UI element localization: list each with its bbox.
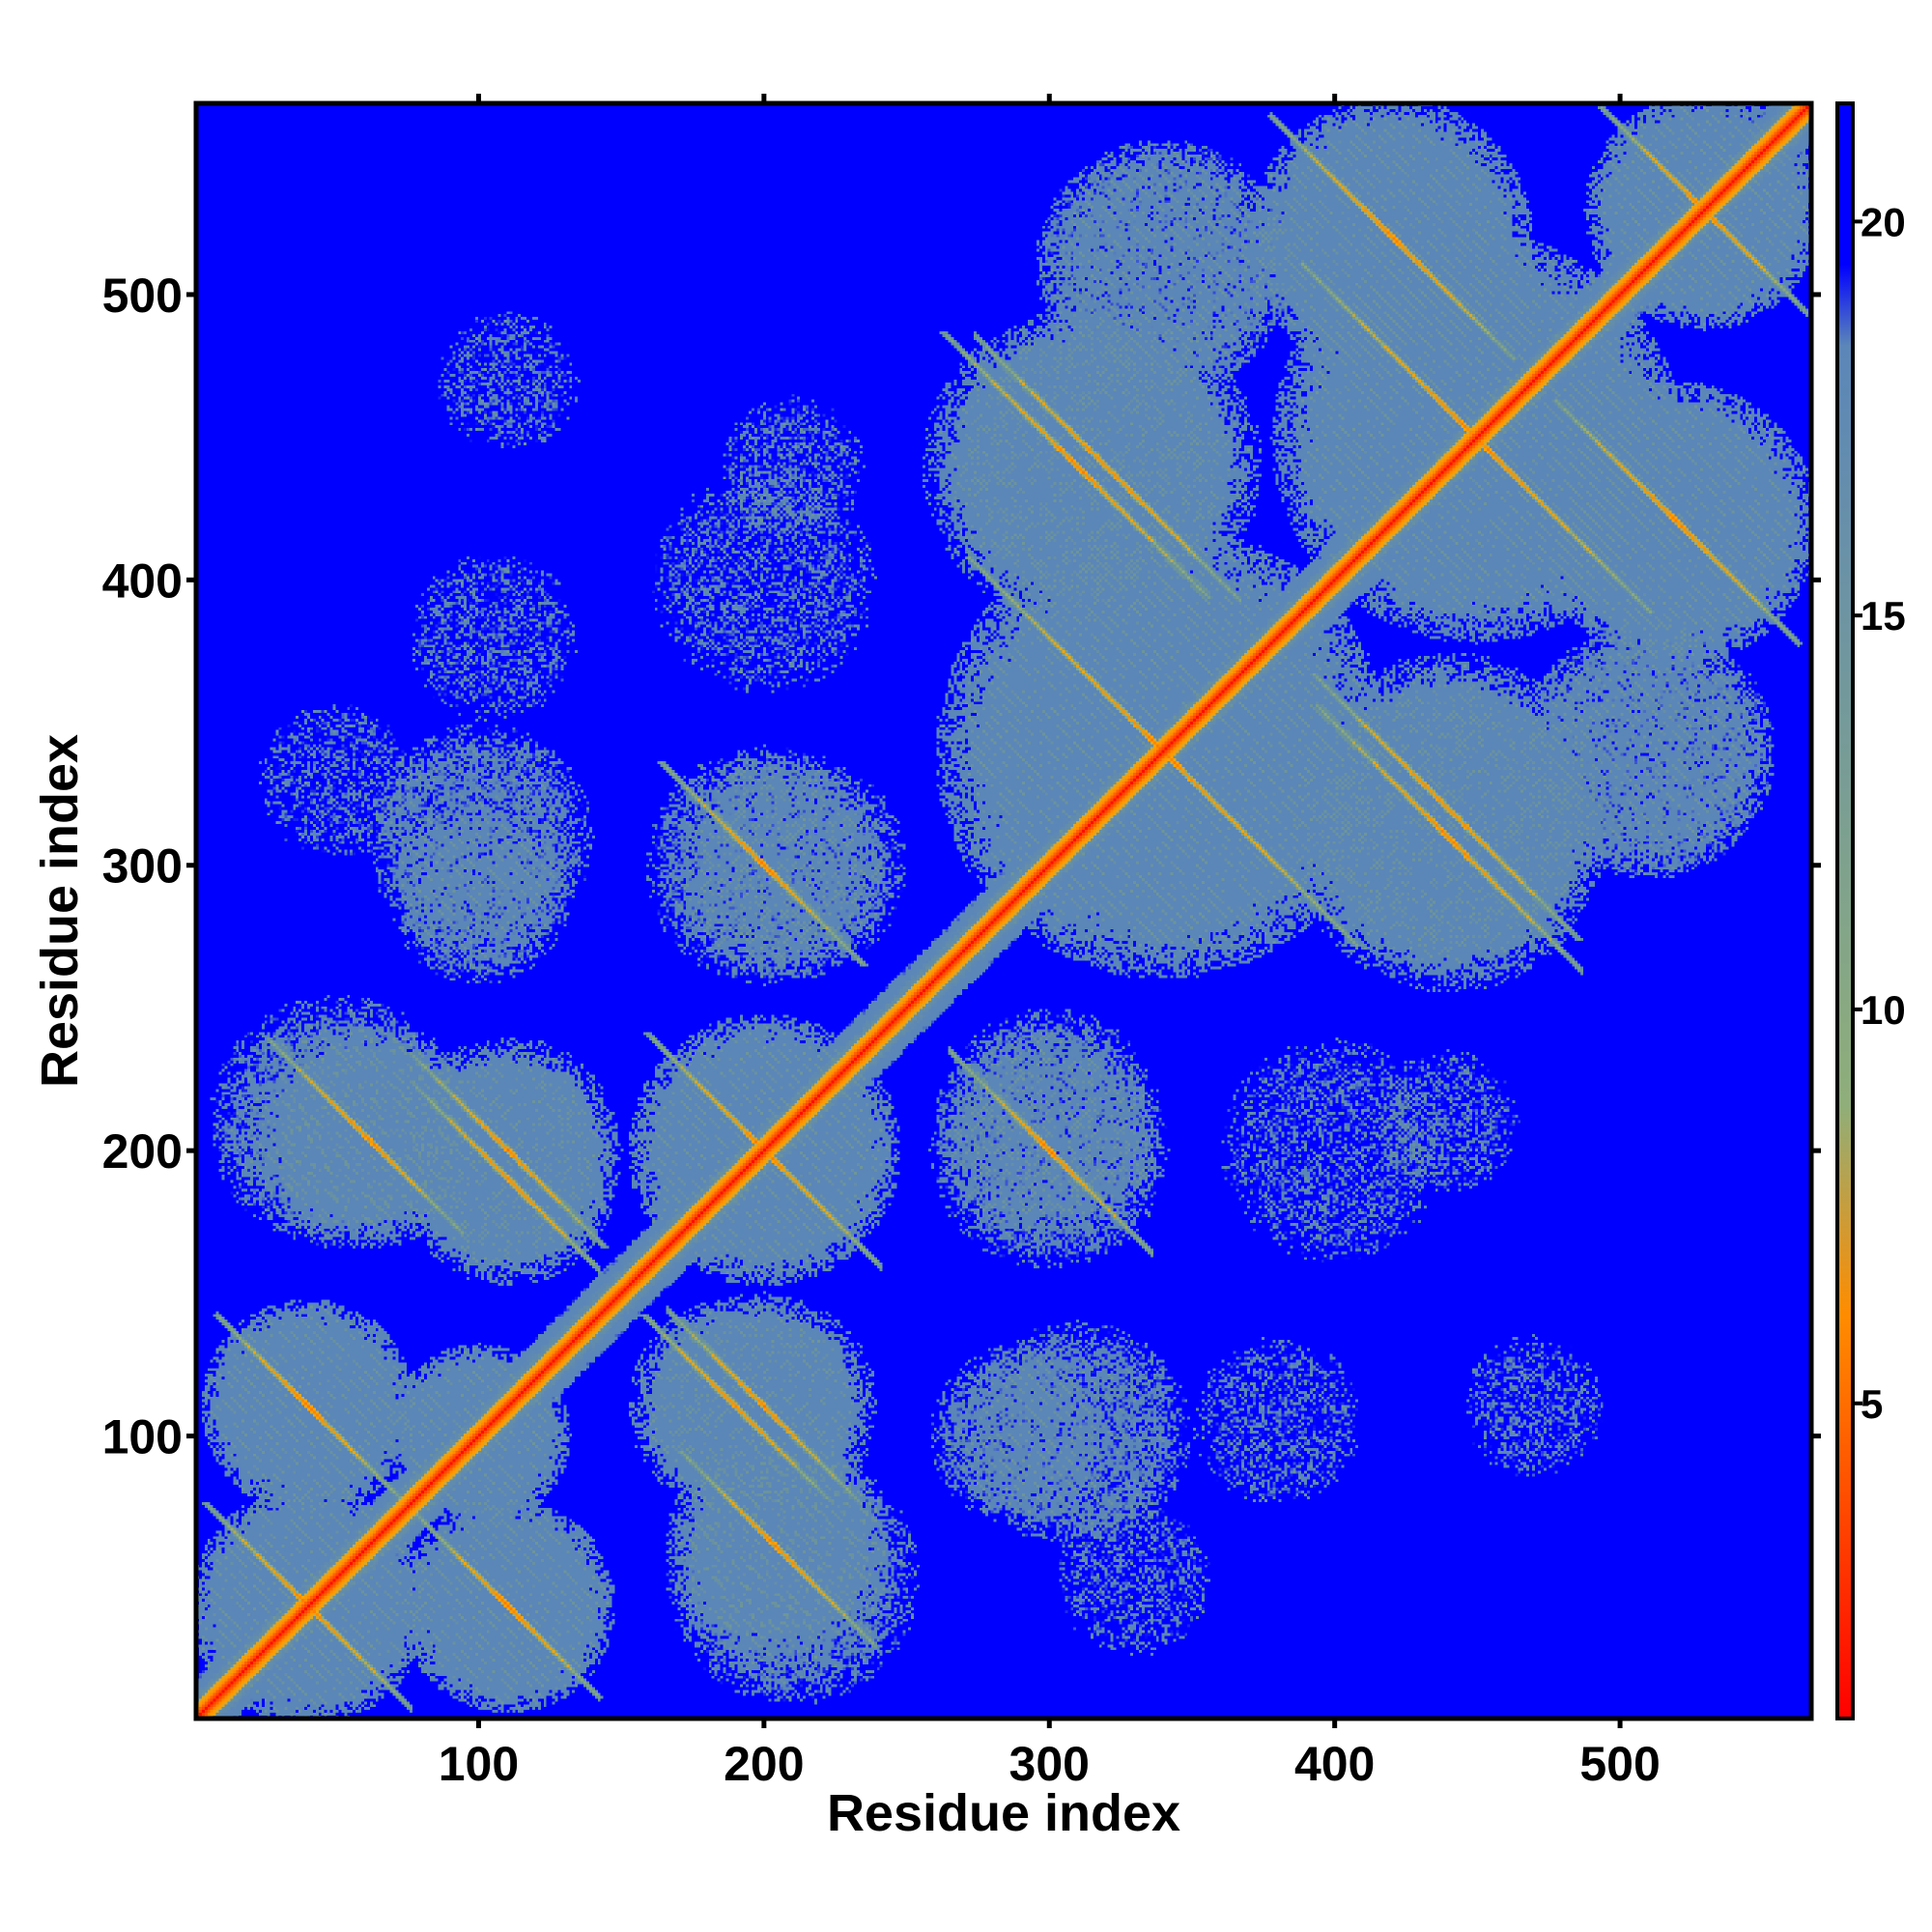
distance-heatmap [196, 103, 1811, 1719]
y-axis-label: Residue index [31, 734, 89, 1088]
y-tick-label: 200 [102, 1124, 183, 1179]
x-axis-label: Residue index [827, 1784, 1180, 1842]
x-axis: 100 200 300 400 500 [439, 94, 1661, 1791]
x-tick-label: 300 [1009, 1737, 1090, 1791]
x-tick-label: 200 [724, 1737, 804, 1791]
colorbar-tick-label: 20 [1861, 199, 1906, 244]
y-tick-label: 500 [102, 269, 183, 323]
colorbar-axis: 5 10 15 20 [1853, 199, 1906, 1427]
colorbar-tick-label: 5 [1861, 1381, 1883, 1427]
x-tick-label: 500 [1579, 1737, 1660, 1791]
y-axis: 100 200 300 400 500 [102, 269, 1821, 1464]
y-tick-label: 300 [102, 839, 183, 894]
y-tick-label: 100 [102, 1410, 183, 1464]
x-tick-label: 100 [439, 1737, 519, 1791]
colorbar-tick-label: 15 [1861, 593, 1906, 639]
y-tick-label: 400 [102, 554, 183, 608]
x-tick-label: 400 [1294, 1737, 1375, 1791]
plot-frame [193, 100, 1814, 1721]
colorbar [1835, 101, 1855, 1720]
colorbar-tick-label: 10 [1861, 987, 1906, 1033]
